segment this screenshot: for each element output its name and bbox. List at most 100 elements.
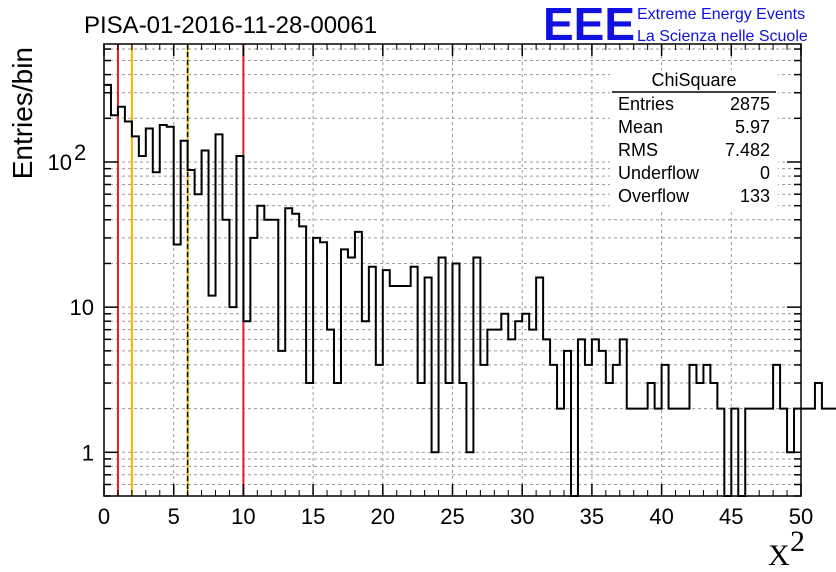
histogram-bin-80 [662, 365, 669, 496]
histogram-bin-76 [634, 409, 641, 496]
histogram-bin-37 [362, 321, 369, 496]
histogram-bin-26 [285, 208, 292, 496]
histogram-bin-42 [397, 286, 404, 496]
histogram-bin-9 [167, 127, 174, 496]
stats-value-entries: 2875 [730, 94, 770, 114]
stats-label-overflow: Overflow [618, 186, 690, 206]
histogram-bin-85 [696, 383, 703, 496]
histogram-bin-83 [683, 409, 690, 496]
histogram-bin-90 [731, 409, 738, 496]
histogram-bin-46 [425, 278, 432, 496]
chart-title: PISA-01-2016-11-28-00061 [84, 12, 377, 39]
eee-logo-mark: EEE [543, 0, 635, 50]
stats-label-entries: Entries [618, 94, 674, 114]
stats-box-background [610, 70, 778, 210]
histogram-bin-102 [815, 383, 822, 496]
stats-label-underflow: Underflow [618, 163, 700, 183]
histogram-bin-21 [250, 238, 257, 496]
histogram-bin-47 [432, 452, 439, 496]
histogram-bin-60 [522, 314, 529, 496]
histogram-bin-13 [195, 194, 202, 496]
histogram-bin-70 [592, 339, 599, 496]
histogram-bin-52 [466, 452, 473, 496]
histogram-bin-35 [348, 257, 355, 496]
histogram-bin-19 [236, 156, 243, 496]
x-tick-label-8: 40 [649, 504, 673, 529]
histogram-bin-32 [327, 330, 334, 496]
histogram-bin-92 [745, 409, 752, 496]
histogram-bin-100 [801, 409, 808, 496]
histogram-bin-29 [306, 383, 313, 496]
histogram-bin-53 [473, 257, 480, 496]
histogram-bin-7 [153, 172, 160, 496]
x-tick-label-9: 45 [719, 504, 743, 529]
histogram-bin-51 [459, 383, 466, 496]
stats-box: ChiSquare Entries 2875 Mean 5.97 RMS 7.482 Und… [610, 70, 778, 210]
stats-label-mean: Mean [618, 117, 663, 137]
histogram-bin-73 [613, 365, 620, 496]
histogram-bin-41 [390, 286, 397, 496]
histogram-bin-39 [376, 365, 383, 496]
x-tick-label-10: 50 [789, 504, 813, 529]
histogram-bin-4 [132, 136, 139, 496]
histogram-bin-103 [822, 409, 829, 496]
histogram-bin-104 [829, 409, 836, 496]
histogram-step-line [104, 83, 836, 497]
histogram-bin-59 [515, 321, 522, 496]
histogram-bin-63 [543, 339, 550, 496]
stats-rows: Entries 2875 Mean 5.97 RMS 7.482 Underflow 0 Ove… [618, 94, 770, 206]
histogram-bin-84 [689, 365, 696, 496]
y-tick-label-1: 10 [70, 295, 94, 320]
histogram-bin-36 [355, 232, 362, 496]
histogram-bin-87 [710, 383, 717, 496]
histogram-bin-101 [808, 409, 815, 496]
histogram-bin-49 [446, 383, 453, 496]
histogram-bin-88 [717, 409, 724, 496]
histogram-bin-74 [620, 339, 627, 496]
logo-line-2: La Scienza nelle Scuole [637, 28, 808, 45]
histogram-bin-50 [453, 263, 460, 496]
histogram-bin-62 [536, 278, 543, 496]
histogram-series [104, 83, 836, 497]
histogram-bin-97 [780, 409, 787, 496]
histogram-bin-20 [243, 321, 250, 496]
histogram-bin-43 [404, 286, 411, 496]
histogram-bin-40 [383, 270, 390, 496]
x-tick-label-3: 15 [301, 504, 325, 529]
histogram-bin-96 [773, 365, 780, 496]
x-axis-title: X 2 [768, 525, 805, 572]
histogram-bin-86 [703, 365, 710, 496]
histogram-bin-69 [585, 365, 592, 496]
histogram-bin-1 [111, 115, 118, 496]
x-tick-label-5: 25 [440, 504, 464, 529]
x-tick-label-7: 35 [580, 504, 604, 529]
histogram-bin-15 [209, 296, 216, 496]
y-tick-label-2: 10 [48, 150, 72, 175]
x-axis-title-base: X [768, 539, 790, 572]
eee-logo: EEE Extreme Energy Events La Scienza nel… [543, 0, 808, 50]
histogram-bin-3 [125, 122, 132, 496]
stats-value-rms: 7.482 [725, 140, 770, 160]
histogram-bin-65 [557, 409, 564, 496]
histogram-bin-98 [787, 452, 794, 496]
histogram-bin-31 [320, 242, 327, 496]
histogram-bin-64 [550, 365, 557, 496]
histogram-bin-22 [257, 206, 264, 496]
histogram-bin-16 [216, 134, 223, 496]
histogram-bin-44 [411, 267, 418, 496]
histogram-bin-27 [292, 214, 299, 496]
histogram-bin-71 [599, 351, 606, 496]
histogram-bin-79 [655, 409, 662, 496]
histogram-bin-82 [676, 409, 683, 496]
x-tick-label-4: 20 [371, 504, 395, 529]
histogram-bin-38 [369, 267, 376, 496]
y-axis-title: Entries/bin [7, 47, 38, 179]
x-tick-label-1: 5 [168, 504, 180, 529]
histogram-bin-95 [766, 409, 773, 496]
histogram-bin-78 [648, 383, 655, 496]
stats-value-mean: 5.97 [735, 117, 770, 137]
stats-value-underflow: 0 [760, 163, 770, 183]
histogram-bin-25 [278, 351, 285, 496]
histogram-bin-68 [578, 339, 585, 496]
